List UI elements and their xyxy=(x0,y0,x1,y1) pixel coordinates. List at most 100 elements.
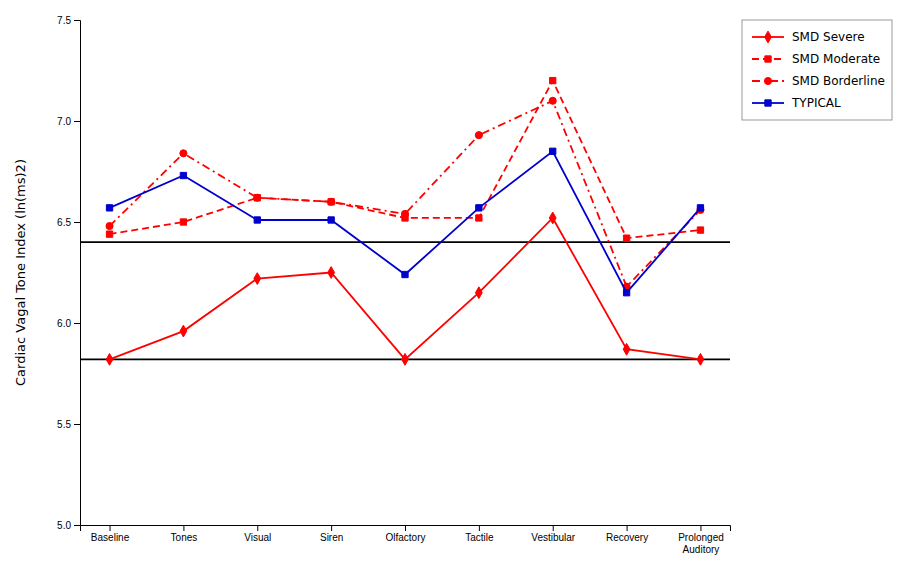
series xyxy=(106,212,704,365)
point xyxy=(328,217,334,223)
point xyxy=(402,271,408,277)
x-tick: Siren xyxy=(320,525,343,543)
y-tick-mark xyxy=(74,323,80,324)
x-tick: ProlongedAuditory xyxy=(678,525,724,555)
legend-item: TYPICAL xyxy=(752,96,841,110)
x-tick-label: Olfactory xyxy=(385,532,425,543)
y-tick-label: 5.5 xyxy=(57,419,71,430)
y-axis-title: Cardiac Vagal Tone Index (ln(ms)2) xyxy=(13,159,28,386)
point xyxy=(623,235,629,241)
point xyxy=(106,231,112,237)
y-axis: 5.0 5.5 6.0 6.5 7.0 7.5 xyxy=(57,15,80,531)
x-tick-mark xyxy=(627,525,628,531)
y-tick-mark xyxy=(74,20,80,21)
x-tick: Tactile xyxy=(465,525,494,543)
point xyxy=(180,219,186,225)
y-tick-mark xyxy=(74,525,80,526)
point xyxy=(550,148,556,154)
point xyxy=(549,212,556,224)
y-tick-mark xyxy=(74,121,80,122)
series xyxy=(106,77,703,241)
x-tick-label: Siren xyxy=(320,532,343,543)
legend-item: SMD Moderate xyxy=(752,52,880,66)
legend-label: SMD Moderate xyxy=(792,52,880,66)
chart: 5.0 5.5 6.0 6.5 7.0 7.5 Baseline Tones Visual Sir… xyxy=(0,0,900,585)
legend-frame xyxy=(742,20,892,120)
point xyxy=(475,132,482,139)
y-tick: 6.0 xyxy=(57,318,80,329)
point xyxy=(180,172,186,178)
point xyxy=(476,215,482,221)
x-tick-mark xyxy=(479,525,480,531)
point xyxy=(106,205,112,211)
y-tick: 6.5 xyxy=(57,217,80,228)
x-tick-mark xyxy=(700,525,701,531)
legend-marker xyxy=(765,100,771,106)
y-tick-mark xyxy=(74,424,80,425)
point xyxy=(402,353,409,365)
point xyxy=(476,205,482,211)
marks xyxy=(80,77,730,365)
point xyxy=(328,198,335,205)
x-tick-mark xyxy=(553,525,554,531)
point xyxy=(697,227,703,233)
y-tick: 7.5 xyxy=(57,15,80,26)
x-tick: Vestibular xyxy=(531,525,576,543)
series-line xyxy=(110,151,701,292)
point xyxy=(401,210,408,217)
y-tick: 5.0 xyxy=(57,520,80,531)
series-line xyxy=(110,218,701,359)
point xyxy=(254,195,260,201)
point xyxy=(623,343,630,355)
point xyxy=(697,205,703,211)
point xyxy=(328,199,334,205)
x-tick-label: Baseline xyxy=(91,532,130,543)
legend: SMD Severe SMD Moderate SMD Borderline TYPI… xyxy=(742,20,892,120)
x-tick-label: Vestibular xyxy=(531,532,576,543)
y-axis-line xyxy=(74,21,81,526)
y-tick-label: 5.0 xyxy=(57,520,71,531)
x-tick-label: Tactile xyxy=(465,532,494,543)
point xyxy=(549,97,556,104)
y-tick-label: 6.0 xyxy=(57,318,71,329)
x-tick: Tones xyxy=(171,525,198,543)
point xyxy=(180,150,187,157)
legend-label: SMD Borderline xyxy=(792,74,885,88)
x-tick-mark xyxy=(257,525,258,531)
y-tick-label: 7.0 xyxy=(57,116,71,127)
legend-marker xyxy=(764,77,771,84)
series xyxy=(106,148,703,296)
point xyxy=(254,194,261,201)
legend-label: TYPICAL xyxy=(791,96,841,110)
legend-marker xyxy=(765,56,771,62)
point xyxy=(254,217,260,223)
x-tick: Olfactory xyxy=(385,525,425,543)
legend-label: SMD Severe xyxy=(792,30,865,44)
x-tick-mark xyxy=(110,525,111,531)
x-tick-mark xyxy=(331,525,332,531)
point xyxy=(254,273,261,285)
series-line xyxy=(110,101,701,287)
x-tick-label: Tones xyxy=(171,532,198,543)
x-axis-line xyxy=(81,526,731,532)
plot: 5.0 5.5 6.0 6.5 7.0 7.5 Baseline Tones Visual Sir… xyxy=(13,15,892,555)
x-tick-mark xyxy=(183,525,184,531)
legend-item: SMD Severe xyxy=(752,30,865,44)
x-tick-mark xyxy=(405,525,406,531)
y-tick-label: 7.5 xyxy=(57,15,71,26)
x-tick-label: ProlongedAuditory xyxy=(678,532,724,555)
point xyxy=(180,325,187,337)
series-line xyxy=(110,81,701,239)
y-tick-label: 6.5 xyxy=(57,217,71,228)
point xyxy=(697,353,704,365)
x-tick: Recovery xyxy=(606,525,648,543)
point xyxy=(328,267,335,279)
y-tick: 7.0 xyxy=(57,116,80,127)
series xyxy=(106,97,704,290)
x-tick: Visual xyxy=(244,525,271,543)
point xyxy=(550,77,556,83)
legend-marker xyxy=(765,31,772,43)
x-axis: Baseline Tones Visual Siren Olfactory Tactile… xyxy=(81,525,731,555)
x-tick-label: Recovery xyxy=(606,532,648,543)
x-tick-label: Visual xyxy=(244,532,271,543)
